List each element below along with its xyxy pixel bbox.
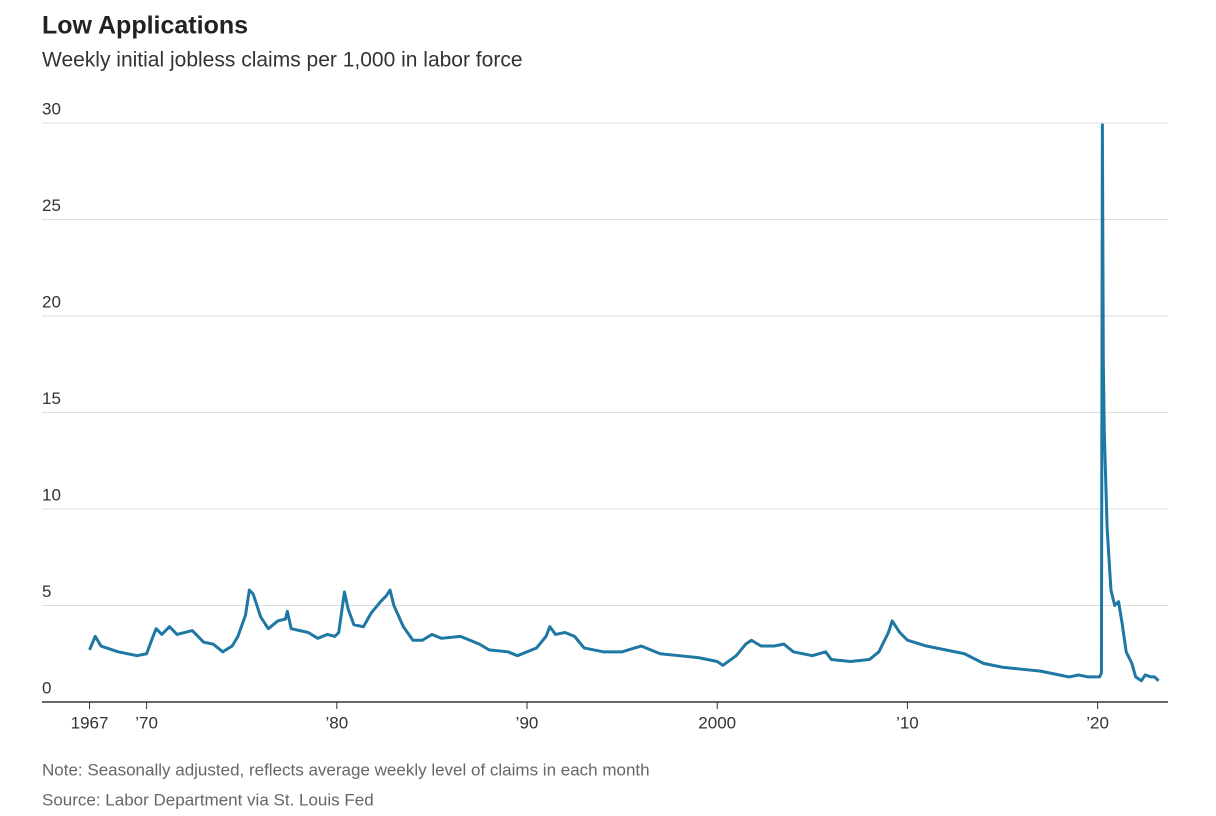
y-tick-label: 20 xyxy=(42,292,61,311)
y-tick-label: 5 xyxy=(42,582,51,601)
chart-note: Note: Seasonally adjusted, reflects aver… xyxy=(42,760,650,779)
x-tick-label: ’20 xyxy=(1086,713,1109,732)
x-tick-label: 2000 xyxy=(698,713,736,732)
y-tick-label: 0 xyxy=(42,678,51,697)
chart-source: Source: Labor Department via St. Louis F… xyxy=(42,790,374,809)
x-tick-label: 1967 xyxy=(71,713,109,732)
line xyxy=(88,123,1160,683)
x-tick-label: ’80 xyxy=(325,713,348,732)
x-tick-label: ’10 xyxy=(896,713,919,732)
y-tick-label: 15 xyxy=(42,389,61,408)
x-tick-label: ’70 xyxy=(135,713,158,732)
x-tick-label: ’90 xyxy=(516,713,539,732)
chart-subtitle: Weekly initial jobless claims per 1,000 … xyxy=(42,49,523,72)
y-tick-label: 10 xyxy=(42,485,61,504)
y-tick-label: 25 xyxy=(42,196,61,215)
chart-title: Low Applications xyxy=(42,12,248,40)
y-tick-label: 30 xyxy=(42,99,61,118)
